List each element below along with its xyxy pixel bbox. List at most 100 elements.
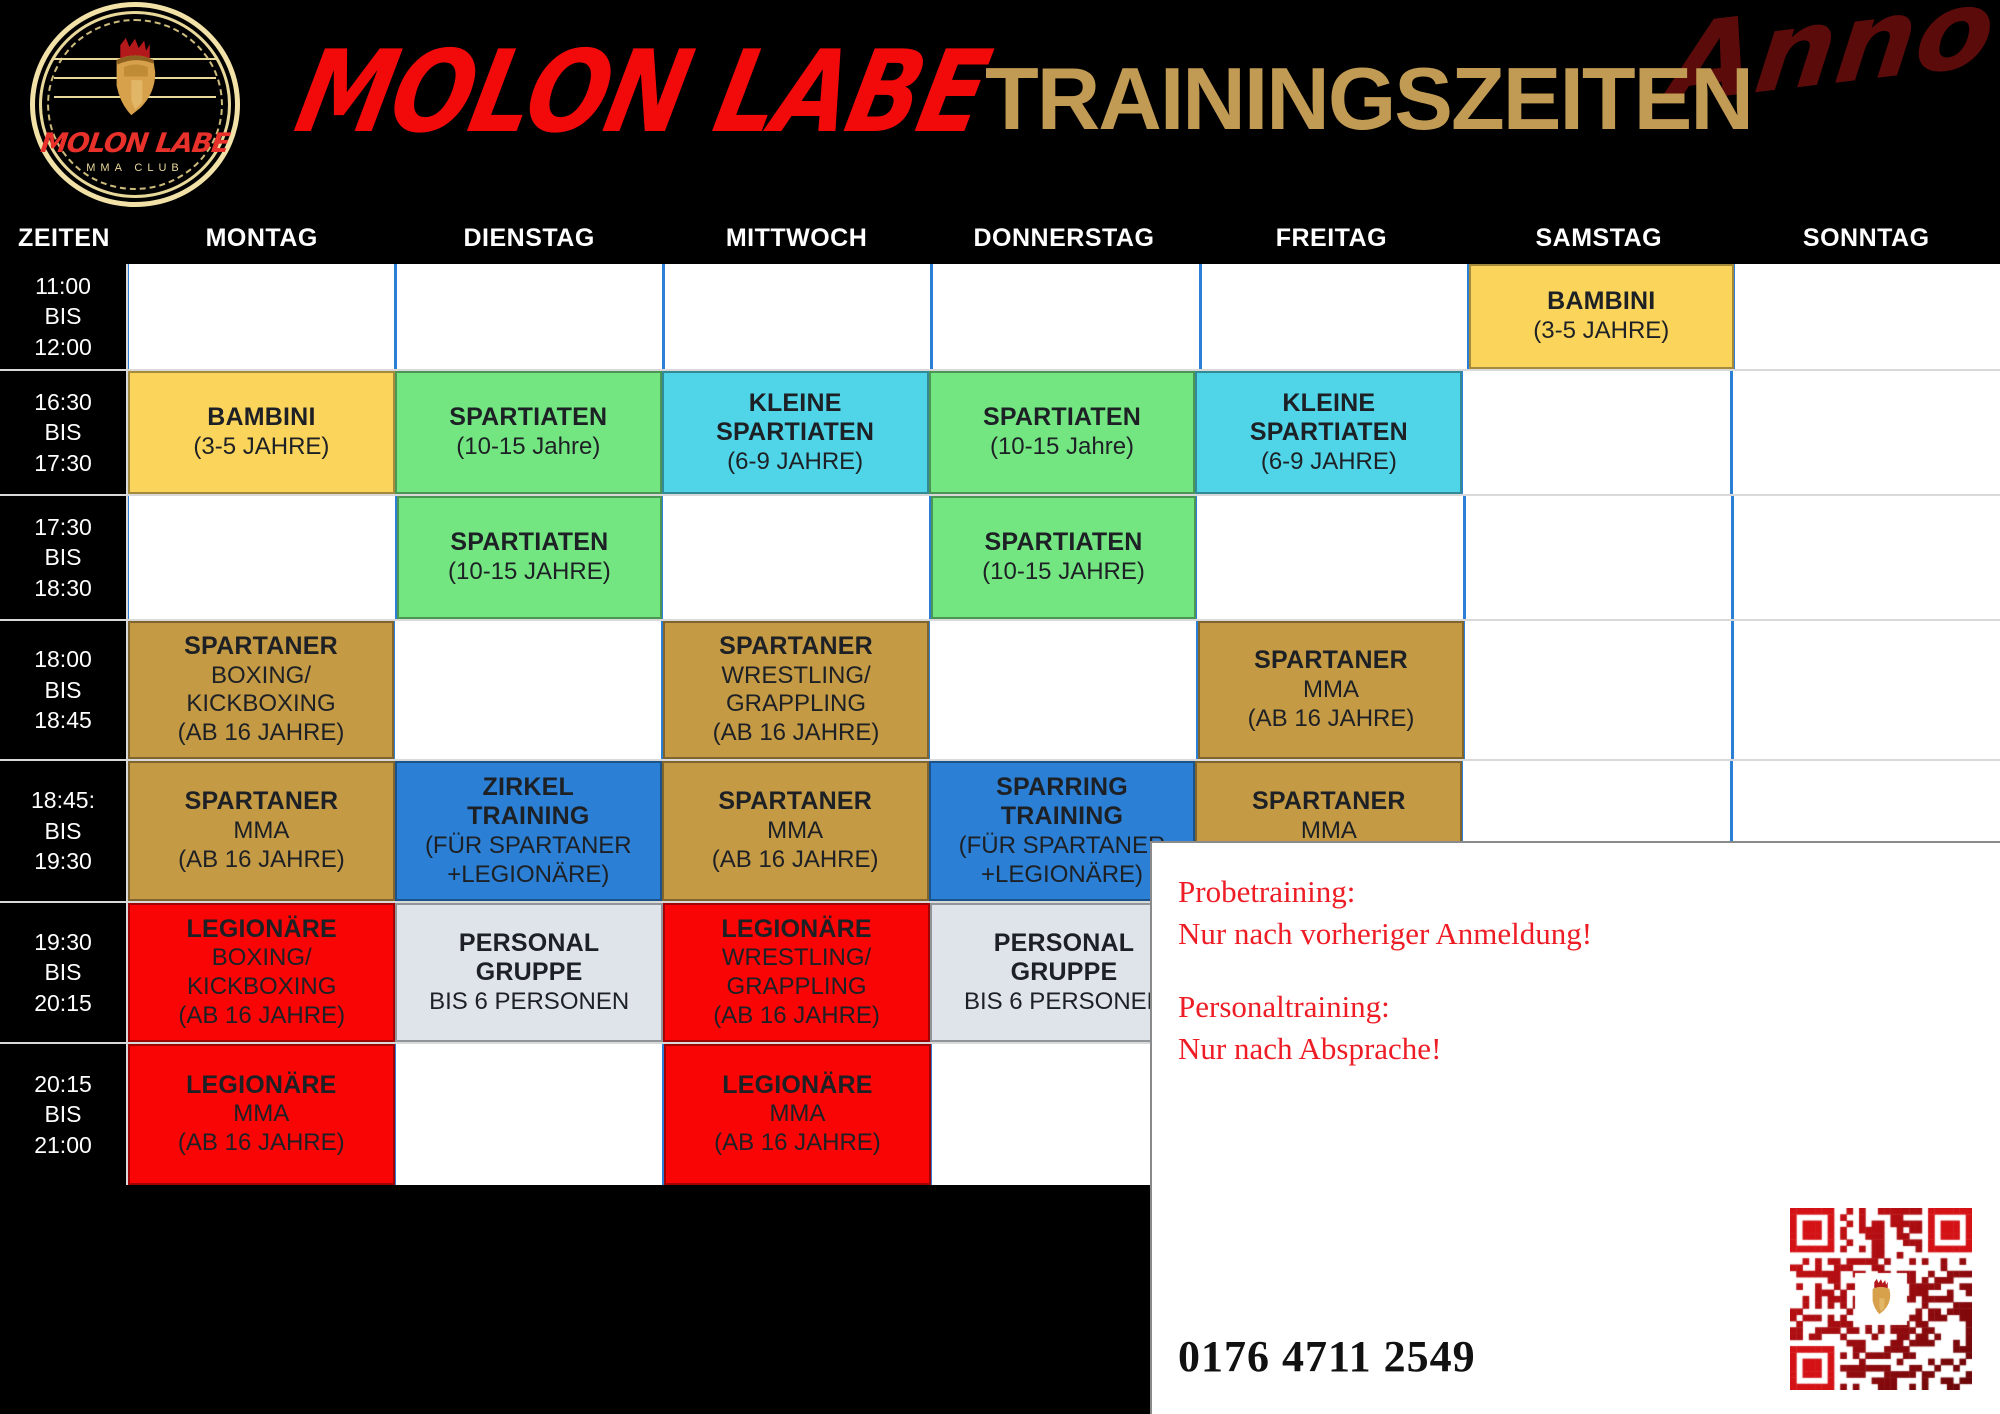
- class-detail: +LEGIONÄRE): [980, 860, 1144, 888]
- empty-slot-cell: [1464, 496, 1734, 619]
- day-header-sonntag: SONNTAG: [1802, 223, 1930, 252]
- class-cell-sparring[interactable]: SPARRING TRAINING (FÜR SPARTANER +LEGIONÄRE…: [928, 761, 1196, 901]
- class-detail: (10-15 JAHRE): [982, 557, 1145, 585]
- empty-slot-cell: [128, 496, 397, 619]
- spartan-helmet-icon: [116, 37, 156, 116]
- class-detail: (6-9 JAHRE): [727, 447, 864, 475]
- empty-slot-cell: [128, 264, 397, 369]
- empty-slot-cell: [1464, 621, 1733, 759]
- class-title: SPARTANER: [1254, 646, 1408, 675]
- class-detail: (AB 16 JAHRE): [713, 1001, 880, 1029]
- class-title: GRUPPE: [475, 958, 583, 987]
- time-line: 17:30: [34, 449, 92, 476]
- schedule-row: 17:30 BIS 18:30 SPARTIATEN (10-15 JAHRE) SPAR…: [0, 496, 2000, 621]
- class-detail: (10-15 JAHRE): [448, 557, 611, 585]
- class-detail: (AB 16 JAHRE): [178, 845, 345, 873]
- logo-name-text: MOLON LABE: [38, 128, 232, 159]
- brand-script-title: MOLON LABE: [285, 25, 999, 159]
- time-slot-cell: 11:00 BIS 12:00: [0, 264, 128, 369]
- empty-slot-cell: [396, 264, 665, 369]
- class-detail: (AB 16 JAHRE): [1247, 704, 1415, 732]
- empty-slot-cell: [1733, 264, 2000, 369]
- class-cell-spartaner[interactable]: SPARTANER WRESTLING/GRAPPLING (AB 16 JAHRE…: [663, 621, 929, 759]
- class-detail: (10-15 Jahre): [456, 432, 601, 460]
- class-title: KLEINE: [1282, 388, 1376, 417]
- personaltraining-label: Personaltraining:: [1178, 989, 1390, 1025]
- time-slot-cell: 19:30 BIS 20:15: [0, 903, 128, 1042]
- probetraining-text: Nur nach vorheriger Anmeldung!: [1178, 915, 1593, 951]
- class-detail: BOXING/: [211, 944, 312, 972]
- class-detail: MMA: [769, 1100, 826, 1128]
- class-title: SPARTANER: [719, 632, 873, 661]
- class-title: BAMBINI: [1547, 287, 1656, 316]
- class-cell-kleine_spartiaten[interactable]: KLEINE SPARTIATEN (6-9 JAHRE): [661, 371, 929, 494]
- class-cell-legionaere[interactable]: LEGIONÄRE WRESTLING/GRAPPLING (AB 16 JAHRE…: [662, 903, 931, 1042]
- class-detail: +LEGIONÄRE): [447, 860, 610, 888]
- class-cell-spartaner[interactable]: SPARTANER BOXING/KICKBOXING (AB 16 JAHRE): [128, 621, 394, 759]
- empty-slot-cell: [1200, 264, 1469, 369]
- class-title: SPARRING: [996, 772, 1128, 801]
- time-line: 21:00: [34, 1131, 92, 1158]
- class-cell-kleine_spartiaten[interactable]: KLEINE SPARTIATEN (6-9 JAHRE): [1195, 371, 1463, 494]
- time-line: 20:15: [34, 989, 92, 1016]
- qr-code-icon[interactable]: [1790, 1208, 1972, 1390]
- class-cell-spartiaten[interactable]: SPARTIATEN (10-15 Jahre): [394, 371, 662, 494]
- class-title: BAMBINI: [207, 403, 316, 432]
- class-title: SPARTANER: [1252, 787, 1406, 816]
- time-line: BIS: [44, 303, 82, 330]
- time-line: 18:00: [34, 646, 92, 673]
- class-cell-spartiaten[interactable]: SPARTIATEN (10-15 Jahre): [928, 371, 1196, 494]
- class-detail: (AB 16 JAHRE): [712, 719, 880, 747]
- schedule-row: 18:45: BIS 19:30 SPARTANER MMA (AB 16 JAHRE) Z…: [0, 761, 2000, 903]
- qr-center-helmet-icon: [1872, 1278, 1891, 1315]
- empty-slot-cell: [929, 621, 1198, 759]
- time-line: 17:30: [34, 513, 92, 540]
- class-cell-bambini[interactable]: BAMBINI (3-5 JAHRE): [128, 371, 395, 494]
- class-cell-zirkel[interactable]: ZIRKEL TRAINING (FÜR SPARTANER +LEGIONÄRE): [394, 761, 662, 901]
- logo-inner-ring: [39, 11, 231, 198]
- class-detail: (AB 16 JAHRE): [177, 719, 345, 747]
- day-header-row: ZEITEN MONTAG DIENSTAG MITTWOCH DONNERST…: [0, 212, 2000, 264]
- class-detail: (AB 16 JAHRE): [714, 1129, 881, 1157]
- class-detail: KICKBOXING: [187, 972, 337, 1000]
- class-title: LEGIONÄRE: [722, 1070, 873, 1099]
- day-header-dienstag: DIENSTAG: [463, 223, 595, 252]
- class-cell-bambini[interactable]: BAMBINI (3-5 JAHRE): [1468, 264, 1734, 369]
- class-cell-legionaere[interactable]: LEGIONÄRE BOXING/KICKBOXING (AB 16 JAHRE): [128, 903, 396, 1042]
- class-detail: KICKBOXING: [186, 690, 336, 718]
- class-cell-spartiaten[interactable]: SPARTIATEN (10-15 JAHRE): [396, 496, 663, 619]
- class-cell-spartiaten[interactable]: SPARTIATEN (10-15 JAHRE): [930, 496, 1197, 619]
- class-detail: (FÜR SPARTANER: [958, 831, 1166, 859]
- time-line: 18:45:: [31, 787, 95, 814]
- empty-slot-cell: [662, 496, 931, 619]
- empty-slot-cell: [1733, 496, 2000, 619]
- class-detail: (AB 16 JAHRE): [178, 1001, 346, 1029]
- time-line: BIS: [44, 959, 82, 986]
- time-line: BIS: [44, 676, 82, 703]
- time-line: BIS: [44, 1101, 82, 1128]
- logo-subtitle-text: MMA CLUB: [86, 162, 184, 174]
- class-cell-personal_gruppe[interactable]: PERSONAL GRUPPE BIS 6 PERSONEN: [395, 903, 663, 1042]
- class-detail: WRESTLING/: [721, 944, 872, 972]
- time-slot-cell: 16:30 BIS 17:30: [0, 371, 128, 494]
- class-title: SPARTIATEN: [449, 403, 608, 432]
- class-title: SPARTIATEN: [1249, 418, 1408, 447]
- zeiten-header: ZEITEN: [18, 223, 110, 252]
- contact-phone-number: 0176 4711 2549: [1178, 1332, 1476, 1381]
- class-title: GRUPPE: [1010, 958, 1118, 987]
- time-line: 19:30: [34, 848, 92, 875]
- class-title: SPARTANER: [718, 787, 872, 816]
- time-slot-cell: 20:15 BIS 21:00: [0, 1044, 128, 1185]
- class-detail: WRESTLING/: [721, 661, 871, 689]
- time-line: 18:45: [34, 707, 92, 734]
- info-panel: Probetraining: Nur nach vorheriger Anmel…: [1150, 841, 2000, 1414]
- time-slot-cell: 18:00 BIS 18:45: [0, 621, 128, 759]
- class-detail: BIS 6 PERSONEN: [429, 987, 630, 1015]
- class-title: KLEINE: [748, 388, 842, 417]
